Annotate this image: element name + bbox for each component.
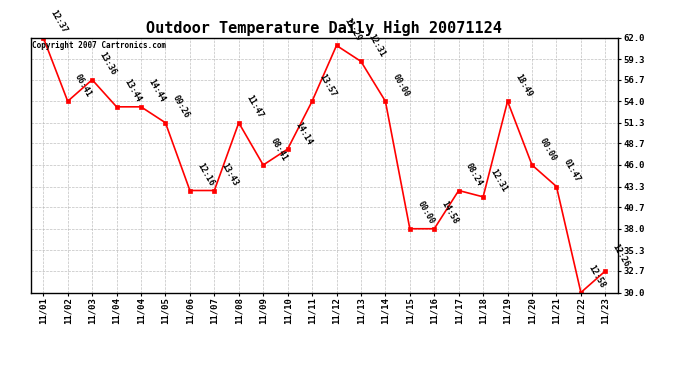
- Text: 13:43: 13:43: [220, 162, 240, 188]
- Text: 12:31: 12:31: [489, 168, 509, 194]
- Title: Outdoor Temperature Daily High 20071124: Outdoor Temperature Daily High 20071124: [146, 20, 502, 36]
- Text: 00:00: 00:00: [391, 72, 411, 99]
- Text: 01:47: 01:47: [562, 158, 582, 184]
- Text: 13:57: 13:57: [317, 72, 338, 99]
- Text: Copyright 2007 Cartronics.com: Copyright 2007 Cartronics.com: [32, 41, 166, 50]
- Text: 06:41: 06:41: [73, 72, 94, 99]
- Text: 14:44: 14:44: [146, 78, 167, 104]
- Text: 08:24: 08:24: [464, 162, 484, 188]
- Text: 12:58: 12:58: [586, 264, 607, 290]
- Text: 00:00: 00:00: [538, 136, 558, 162]
- Text: 11:47: 11:47: [244, 94, 265, 120]
- Text: 09:26: 09:26: [171, 94, 191, 120]
- Text: 14:58: 14:58: [440, 200, 460, 226]
- Text: 08:41: 08:41: [269, 136, 289, 162]
- Text: 12:16: 12:16: [195, 162, 216, 188]
- Text: 00:00: 00:00: [415, 200, 435, 226]
- Text: 13:36: 13:36: [98, 51, 118, 77]
- Text: 13:44: 13:44: [122, 78, 142, 104]
- Text: 12:31: 12:31: [366, 33, 387, 58]
- Text: 12:37: 12:37: [49, 9, 69, 35]
- Text: 11:29: 11:29: [342, 16, 362, 43]
- Text: 14:14: 14:14: [293, 120, 313, 146]
- Text: 18:49: 18:49: [513, 72, 533, 99]
- Text: 12:26: 12:26: [611, 242, 631, 268]
